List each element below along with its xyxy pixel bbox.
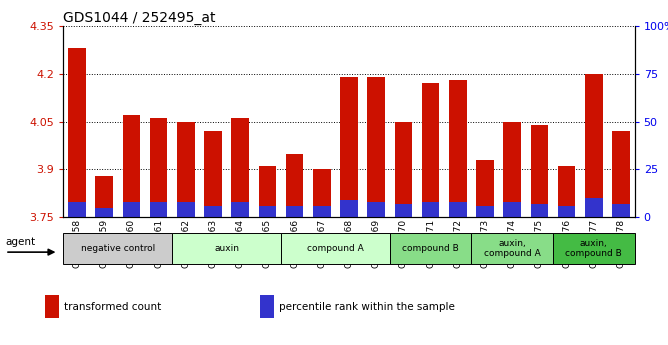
Bar bbox=[204, 206, 222, 217]
Bar bbox=[123, 115, 140, 217]
Bar bbox=[612, 204, 630, 217]
Bar bbox=[367, 202, 385, 217]
Bar bbox=[504, 202, 521, 217]
Bar bbox=[172, 233, 281, 264]
Bar bbox=[530, 204, 548, 217]
Bar bbox=[395, 204, 412, 217]
Bar bbox=[150, 202, 168, 217]
Bar bbox=[476, 160, 494, 217]
Bar bbox=[422, 83, 440, 217]
Bar bbox=[286, 154, 303, 217]
Bar bbox=[96, 208, 113, 217]
Bar bbox=[259, 206, 277, 217]
Text: auxin,
compound B: auxin, compound B bbox=[565, 239, 622, 258]
Bar bbox=[472, 233, 553, 264]
Bar bbox=[123, 202, 140, 217]
Bar bbox=[204, 131, 222, 217]
Text: auxin: auxin bbox=[214, 244, 239, 253]
Bar bbox=[422, 202, 440, 217]
Bar bbox=[340, 200, 358, 217]
Bar bbox=[63, 233, 172, 264]
Bar bbox=[340, 77, 358, 217]
Bar bbox=[612, 131, 630, 217]
Bar bbox=[45, 295, 59, 318]
Bar bbox=[177, 121, 194, 217]
Bar bbox=[231, 202, 249, 217]
Bar bbox=[259, 166, 277, 217]
Bar bbox=[367, 77, 385, 217]
Bar bbox=[313, 169, 331, 217]
Bar bbox=[449, 202, 467, 217]
Bar bbox=[286, 206, 303, 217]
Bar bbox=[558, 166, 575, 217]
Bar bbox=[530, 125, 548, 217]
Text: agent: agent bbox=[5, 237, 35, 247]
Bar bbox=[96, 176, 113, 217]
Text: transformed count: transformed count bbox=[63, 302, 161, 312]
Text: GDS1044 / 252495_at: GDS1044 / 252495_at bbox=[63, 11, 216, 25]
Bar bbox=[150, 118, 168, 217]
Bar bbox=[68, 48, 86, 217]
Text: compound A: compound A bbox=[307, 244, 364, 253]
Bar bbox=[390, 233, 472, 264]
Text: negative control: negative control bbox=[81, 244, 155, 253]
Bar bbox=[558, 206, 575, 217]
Bar bbox=[585, 198, 603, 217]
Text: compound B: compound B bbox=[402, 244, 459, 253]
Bar bbox=[177, 202, 194, 217]
Text: percentile rank within the sample: percentile rank within the sample bbox=[279, 302, 454, 312]
Bar bbox=[476, 206, 494, 217]
Bar bbox=[504, 121, 521, 217]
Bar bbox=[585, 74, 603, 217]
Bar bbox=[553, 233, 635, 264]
Bar bbox=[395, 121, 412, 217]
Bar bbox=[261, 295, 274, 318]
Bar bbox=[281, 233, 390, 264]
Bar bbox=[68, 202, 86, 217]
Bar bbox=[231, 118, 249, 217]
Bar bbox=[313, 206, 331, 217]
Bar bbox=[449, 80, 467, 217]
Text: auxin,
compound A: auxin, compound A bbox=[484, 239, 540, 258]
